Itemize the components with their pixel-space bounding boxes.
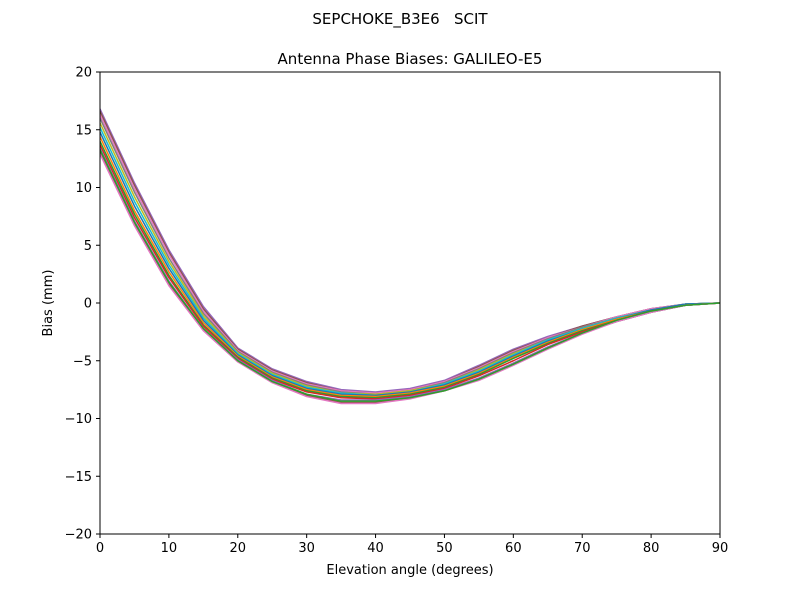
figure-suptitle: SEPCHOKE_B3E6 SCIT xyxy=(312,10,488,29)
y-tick-label: −15 xyxy=(65,470,92,485)
x-tick-label: 10 xyxy=(161,541,178,556)
y-axis: 20 15 10 5 0 −5 −10 −15 −20 xyxy=(65,66,100,543)
x-tick-label: 0 xyxy=(96,541,104,556)
y-tick-label: 20 xyxy=(75,66,92,81)
y-tick-label: 10 xyxy=(75,181,92,196)
y-tick-label: −5 xyxy=(73,354,92,369)
x-tick-label: 90 xyxy=(712,541,729,556)
x-axis: 0 10 20 30 40 50 60 70 80 90 xyxy=(96,534,728,556)
x-axis-label: Elevation angle (degrees) xyxy=(326,563,493,578)
x-tick-label: 50 xyxy=(436,541,453,556)
series-layer xyxy=(100,108,720,405)
x-tick-label: 70 xyxy=(574,541,591,556)
series-line-14 xyxy=(100,148,720,402)
y-tick-label: 0 xyxy=(84,297,92,312)
y-axis-label: Bias (mm) xyxy=(41,270,56,337)
x-tick-label: 80 xyxy=(643,541,660,556)
series-line-13 xyxy=(100,153,720,405)
y-tick-label: 5 xyxy=(84,239,92,254)
series-line-3 xyxy=(100,113,720,394)
x-tick-label: 30 xyxy=(298,541,315,556)
chart-title: Antenna Phase Biases: GALILEO-E5 xyxy=(278,50,543,68)
x-tick-label: 40 xyxy=(367,541,384,556)
y-tick-label: −20 xyxy=(65,528,92,543)
y-tick-label: −10 xyxy=(65,412,92,427)
series-line-8 xyxy=(100,135,720,398)
y-tick-label: 15 xyxy=(75,123,92,138)
x-tick-label: 20 xyxy=(230,541,247,556)
x-tick-label: 60 xyxy=(505,541,522,556)
